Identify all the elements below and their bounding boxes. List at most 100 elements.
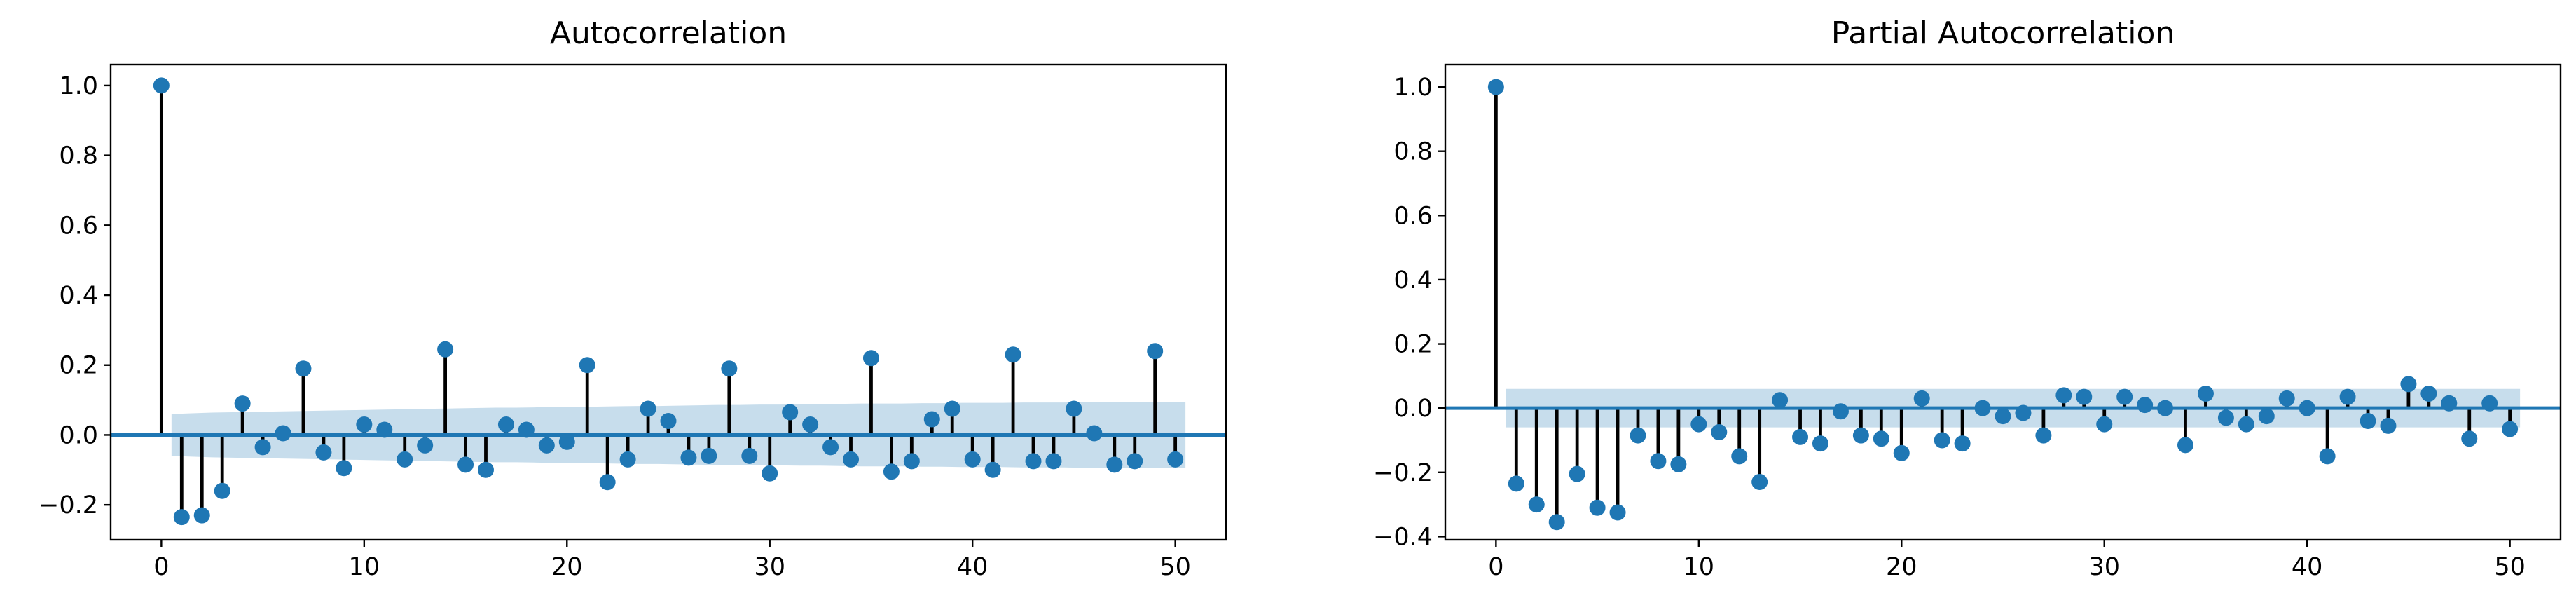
pacf-marker-lag-7 <box>1630 427 1646 444</box>
acf-marker-lag-2 <box>193 507 210 524</box>
pacf-marker-lag-49 <box>2481 395 2498 412</box>
pacf-marker-lag-37 <box>2238 416 2254 433</box>
pacf-marker-lag-31 <box>2116 388 2133 405</box>
pacf-marker-lag-18 <box>1852 427 1869 444</box>
acf-marker-lag-35 <box>862 350 879 367</box>
pacf-marker-lag-48 <box>2461 430 2478 447</box>
acf-y-tick-label: 1.0 <box>59 72 98 100</box>
acf-marker-lag-3 <box>214 482 230 499</box>
acf-x-tick-label: 40 <box>957 553 989 581</box>
acf-marker-lag-33 <box>822 439 839 456</box>
pacf-y-tick-label: 0.8 <box>1393 138 1433 166</box>
pacf-marker-lag-8 <box>1650 453 1667 470</box>
pacf-marker-lag-19 <box>1873 430 1889 447</box>
acf-marker-lag-9 <box>336 460 352 477</box>
acf-axes-frame <box>109 63 1227 541</box>
acf-marker-lag-49 <box>1147 343 1164 360</box>
pacf-marker-lag-20 <box>1893 444 1910 461</box>
pacf-marker-lag-28 <box>2055 387 2072 404</box>
acf-marker-lag-5 <box>254 439 271 456</box>
acf-marker-lag-40 <box>964 451 981 468</box>
acf-marker-lag-34 <box>843 451 860 468</box>
acf-marker-lag-16 <box>477 461 494 478</box>
acf-marker-lag-29 <box>741 447 758 464</box>
acf-marker-lag-13 <box>417 437 434 454</box>
pacf-marker-lag-15 <box>1792 428 1809 445</box>
acf-x-tick-label: 10 <box>349 553 380 581</box>
pacf-marker-lag-29 <box>2076 388 2093 405</box>
pacf-y-tick-label: −0.4 <box>1373 523 1433 551</box>
acf-marker-lag-0 <box>153 77 170 94</box>
pacf-panel: 0 10 20 30 40 50 −0.4 −0.2 0.0 0.2 0.4 0.6 0.8 1.0 Par… <box>1373 15 2562 581</box>
pacf-y-tick-label: 0.4 <box>1393 266 1433 294</box>
pacf-marker-lag-43 <box>2360 413 2376 429</box>
acf-y-tick-label: 0.2 <box>59 352 98 380</box>
pacf-y-tick-label: 0.6 <box>1393 202 1433 230</box>
acf-title: Autocorrelation <box>550 15 787 51</box>
acf-marker-lag-21 <box>579 357 595 374</box>
pacf-marker-lag-27 <box>2035 427 2052 444</box>
acf-y-tick-label: 0.8 <box>59 142 98 170</box>
acf-marker-lag-44 <box>1045 453 1062 470</box>
acf-marker-lag-30 <box>762 465 778 482</box>
acf-marker-lag-37 <box>903 453 920 470</box>
pacf-marker-lag-2 <box>1528 496 1545 513</box>
pacf-marker-lag-38 <box>2258 408 2275 425</box>
acf-marker-lag-43 <box>1025 453 1042 470</box>
pacf-marker-lag-24 <box>1974 400 1991 416</box>
acf-marker-lag-50 <box>1167 451 1184 468</box>
pacf-x-tick-label: 40 <box>2292 553 2323 581</box>
acf-marker-lag-6 <box>275 425 291 442</box>
pacf-x-tick-label: 30 <box>2088 553 2120 581</box>
pacf-y-tick-label: 0.2 <box>1393 331 1433 359</box>
acf-x-tick-label: 20 <box>551 553 583 581</box>
pacf-axes-frame <box>1444 63 2562 541</box>
pacf-marker-lag-0 <box>1487 79 1504 95</box>
pacf-marker-lag-10 <box>1690 416 1707 433</box>
acf-marker-lag-11 <box>376 421 393 438</box>
acf-marker-lag-14 <box>437 341 454 358</box>
acf-y-tick-label: 0.4 <box>59 282 98 310</box>
acf-marker-lag-22 <box>599 474 616 491</box>
pacf-marker-lag-34 <box>2177 437 2194 454</box>
acf-marker-lag-38 <box>923 411 940 428</box>
pacf-title: Partial Autocorrelation <box>1831 15 2175 51</box>
acf-marker-lag-10 <box>356 416 373 433</box>
pacf-marker-lag-44 <box>2380 417 2397 434</box>
pacf-marker-lag-14 <box>1772 392 1789 409</box>
acf-marker-lag-27 <box>701 447 717 464</box>
acf-marker-lag-42 <box>1005 346 1021 363</box>
acf-marker-lag-47 <box>1106 456 1123 473</box>
acf-marker-lag-32 <box>802 416 819 433</box>
pacf-marker-lag-32 <box>2137 397 2154 414</box>
pacf-marker-lag-23 <box>1954 435 1971 452</box>
acf-marker-lag-24 <box>640 400 656 417</box>
pacf-marker-lag-50 <box>2502 421 2519 437</box>
pacf-marker-lag-21 <box>1913 390 1930 407</box>
acf-marker-lag-18 <box>518 421 535 438</box>
pacf-marker-lag-40 <box>2299 400 2315 416</box>
pacf-marker-lag-30 <box>2096 416 2113 433</box>
acf-marker-lag-20 <box>558 433 575 450</box>
acf-marker-lag-39 <box>944 400 960 417</box>
acf-marker-lag-41 <box>984 461 1001 478</box>
acf-marker-lag-19 <box>538 437 555 454</box>
pacf-y-tick-label: 1.0 <box>1393 74 1433 102</box>
pacf-marker-lag-26 <box>2015 404 2032 421</box>
acf-marker-lag-26 <box>680 449 697 466</box>
acf-y-tick-label: 0.0 <box>59 421 98 449</box>
pacf-marker-lag-11 <box>1711 424 1728 441</box>
acf-marker-lag-45 <box>1066 400 1082 417</box>
acf-marker-lag-15 <box>457 456 474 473</box>
pacf-x-tick-label: 20 <box>1886 553 1917 581</box>
pacf-marker-lag-25 <box>1995 408 2011 425</box>
acf-marker-lag-8 <box>315 444 332 461</box>
acf-x-tick-label: 50 <box>1159 553 1191 581</box>
acf-marker-lag-1 <box>173 509 190 526</box>
pacf-marker-lag-42 <box>2339 388 2356 405</box>
acf-marker-lag-25 <box>660 413 677 429</box>
pacf-x-tick-label: 0 <box>1488 553 1503 581</box>
pacf-marker-lag-33 <box>2157 400 2174 416</box>
pacf-marker-lag-22 <box>1934 432 1950 449</box>
